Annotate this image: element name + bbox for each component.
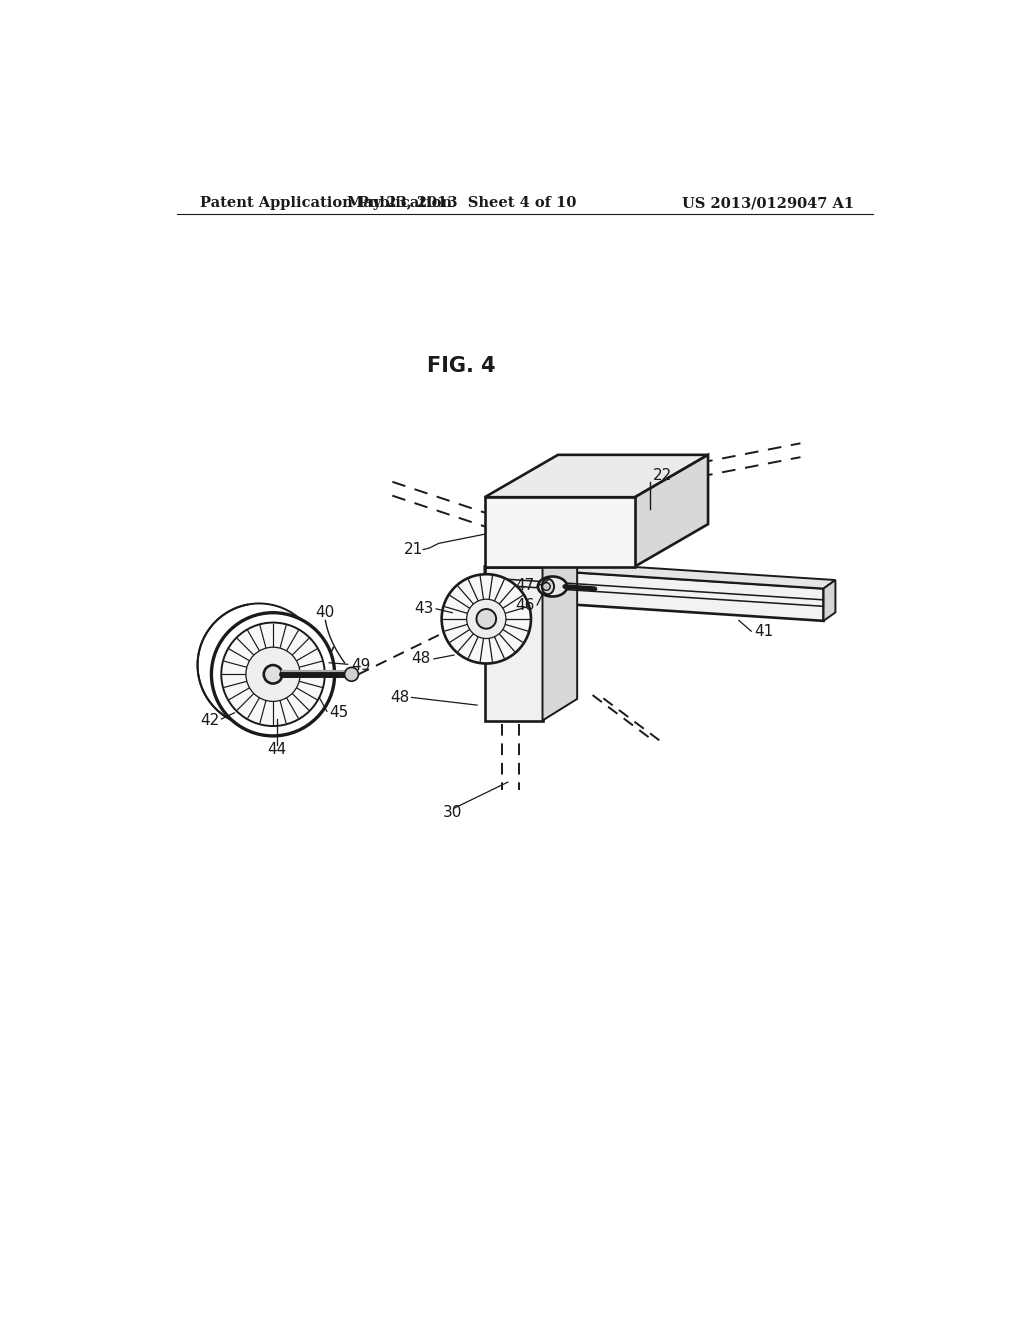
Text: 48: 48: [412, 651, 431, 667]
Circle shape: [221, 623, 325, 726]
Text: 41: 41: [755, 624, 773, 639]
Text: 22: 22: [652, 469, 672, 483]
Text: 48: 48: [390, 690, 410, 705]
Text: 40: 40: [315, 605, 335, 620]
Polygon shape: [484, 545, 578, 566]
Polygon shape: [484, 566, 543, 721]
Text: 30: 30: [442, 805, 462, 821]
Circle shape: [264, 665, 283, 684]
Circle shape: [476, 609, 496, 628]
Polygon shape: [484, 498, 635, 566]
Polygon shape: [635, 455, 708, 566]
Circle shape: [246, 647, 300, 701]
Text: 21: 21: [403, 543, 423, 557]
Text: 49: 49: [351, 657, 370, 673]
Polygon shape: [484, 558, 836, 589]
Text: 42: 42: [200, 713, 219, 729]
Polygon shape: [484, 455, 708, 498]
Text: FIG. 4: FIG. 4: [427, 356, 496, 376]
Circle shape: [467, 599, 506, 639]
Text: 44: 44: [267, 742, 287, 758]
Text: 47: 47: [515, 578, 535, 593]
Polygon shape: [484, 566, 823, 620]
Text: US 2013/0129047 A1: US 2013/0129047 A1: [682, 197, 854, 210]
Circle shape: [543, 582, 550, 590]
Text: May 23, 2013  Sheet 4 of 10: May 23, 2013 Sheet 4 of 10: [347, 197, 577, 210]
Ellipse shape: [538, 577, 567, 597]
Polygon shape: [543, 545, 578, 721]
Ellipse shape: [542, 578, 554, 594]
Text: 43: 43: [414, 601, 433, 615]
Circle shape: [441, 574, 531, 664]
Text: 45: 45: [330, 705, 348, 721]
Text: 46: 46: [515, 598, 535, 612]
Polygon shape: [823, 579, 836, 620]
Circle shape: [211, 612, 335, 737]
Circle shape: [345, 668, 358, 681]
Text: Patent Application Publication: Patent Application Publication: [200, 197, 452, 210]
